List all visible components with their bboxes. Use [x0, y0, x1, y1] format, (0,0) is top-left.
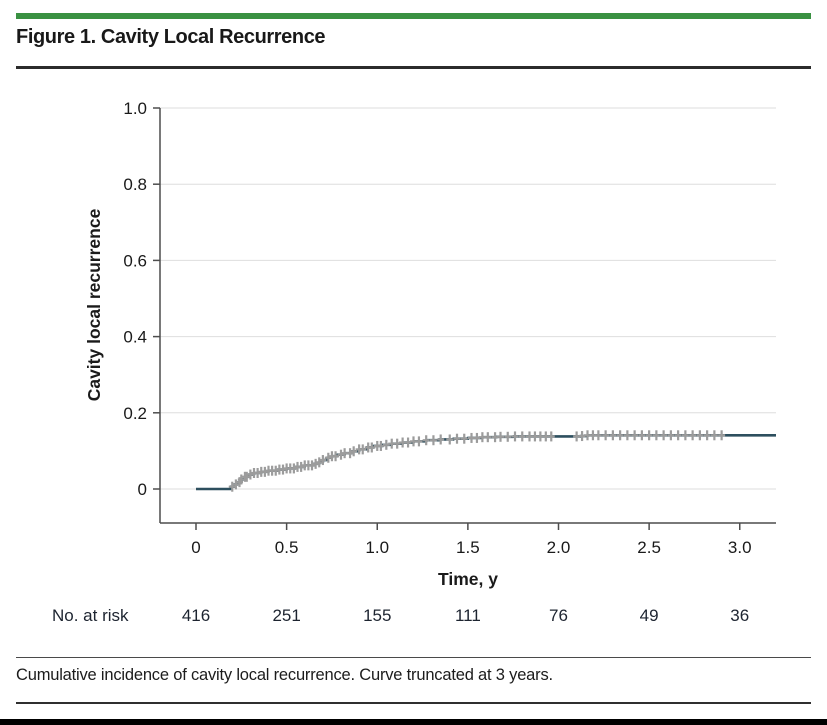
figure-caption: Cumulative incidence of cavity local rec…	[16, 666, 553, 684]
accent-bar	[16, 13, 811, 19]
risk-row-label: No. at risk	[52, 606, 129, 625]
incidence-curve	[196, 433, 776, 491]
x-tick-label: 1.0	[365, 538, 389, 557]
y-tick-label: 0.4	[123, 328, 147, 347]
x-tick-label: 2.0	[547, 538, 571, 557]
risk-count: 76	[549, 606, 568, 625]
censor-marks	[228, 430, 726, 492]
figure-title: Figure 1. Cavity Local Recurrence	[16, 26, 326, 48]
title-divider	[16, 66, 811, 69]
y-gridlines	[160, 107, 776, 490]
x-tick-label: 1.5	[456, 538, 480, 557]
y-tick-label: 0.2	[123, 404, 147, 423]
x-tick-label: 2.5	[637, 538, 661, 557]
x-tick-label: 3.0	[728, 538, 752, 557]
chart-area: 0 0.2 0.4 0.6 0.8 1.0 0 0.5 1.0 1.5 2.0 2.5 3.0 Time,…	[16, 85, 811, 645]
risk-count: 416	[182, 606, 210, 625]
window-bottom-edge	[0, 719, 827, 725]
risk-count: 111	[455, 606, 481, 625]
y-tick-label: 0.8	[123, 175, 147, 194]
axes	[153, 107, 776, 530]
risk-count: 251	[272, 606, 300, 625]
y-axis-title: Cavity local recurrence	[84, 208, 104, 401]
cumulative-incidence-chart: 0 0.2 0.4 0.6 0.8 1.0 0 0.5 1.0 1.5 2.0 2.5 3.0 Time,…	[52, 99, 776, 625]
y-tick-label: 0	[138, 480, 147, 499]
risk-count: 36	[730, 606, 749, 625]
x-tick-label: 0	[191, 538, 200, 557]
y-tick-label: 1.0	[123, 99, 147, 118]
risk-count: 49	[640, 606, 659, 625]
caption-divider-bottom	[16, 702, 811, 704]
caption-divider-top	[16, 657, 811, 658]
y-tick-label: 0.6	[123, 251, 147, 270]
risk-count: 155	[363, 606, 391, 625]
x-tick-label: 0.5	[275, 538, 299, 557]
x-axis-title: Time, y	[438, 569, 498, 589]
